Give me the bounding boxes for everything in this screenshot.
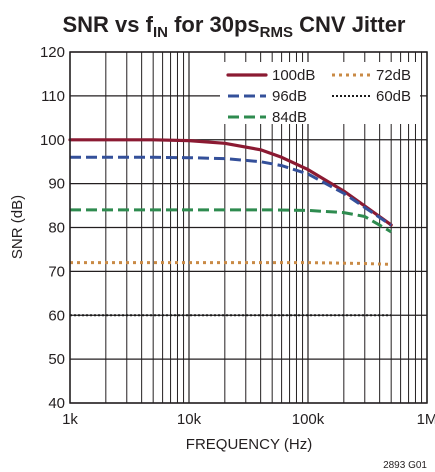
legend-label-84dB: 84dB bbox=[272, 109, 307, 126]
y-tick-labels: 40 50 60 70 80 90 100 110 120 bbox=[40, 44, 65, 412]
y-tick-label: 50 bbox=[48, 351, 65, 368]
x-tick-label: 100k bbox=[292, 411, 325, 428]
series-line-72dB bbox=[70, 261, 392, 266]
y-tick-label: 90 bbox=[48, 176, 65, 193]
x-tick-label: 10k bbox=[177, 411, 202, 428]
legend-label-60dB: 60dB bbox=[376, 88, 411, 105]
x-tick-label: 1k bbox=[62, 411, 78, 428]
series-line-96dB bbox=[70, 155, 393, 227]
x-tick-label: 1M bbox=[417, 411, 435, 428]
series-layer bbox=[68, 138, 393, 317]
y-tick-label: 70 bbox=[48, 263, 65, 280]
series-line-100dB bbox=[68, 138, 393, 227]
legend-label-96dB: 96dB bbox=[272, 88, 307, 105]
plot-frame bbox=[69, 51, 428, 404]
y-axis-label: SNR (dB) bbox=[9, 195, 26, 259]
legend: 100dB 96dB 84dB 72dB 60dB bbox=[220, 62, 420, 126]
y-tick-label: 100 bbox=[40, 132, 65, 149]
y-tick-label: 120 bbox=[40, 44, 65, 61]
x-axis-label: FREQUENCY (Hz) bbox=[186, 436, 312, 453]
y-tick-label: 110 bbox=[41, 88, 65, 105]
y-tick-label: 60 bbox=[48, 307, 65, 324]
series-line-84dB bbox=[70, 208, 392, 234]
chart-title: SNR vs fIN for 30psRMS CNV Jitter bbox=[62, 12, 405, 41]
figure-id: 2893 G01 bbox=[383, 460, 427, 471]
legend-label-100dB: 100dB bbox=[272, 67, 315, 84]
legend-label-72dB: 72dB bbox=[376, 67, 411, 84]
x-tick-labels: 1k 10k 100k 1M bbox=[62, 411, 435, 428]
y-tick-label: 80 bbox=[48, 220, 65, 237]
legend-background bbox=[220, 62, 420, 124]
y-tick-label: 40 bbox=[48, 395, 65, 412]
